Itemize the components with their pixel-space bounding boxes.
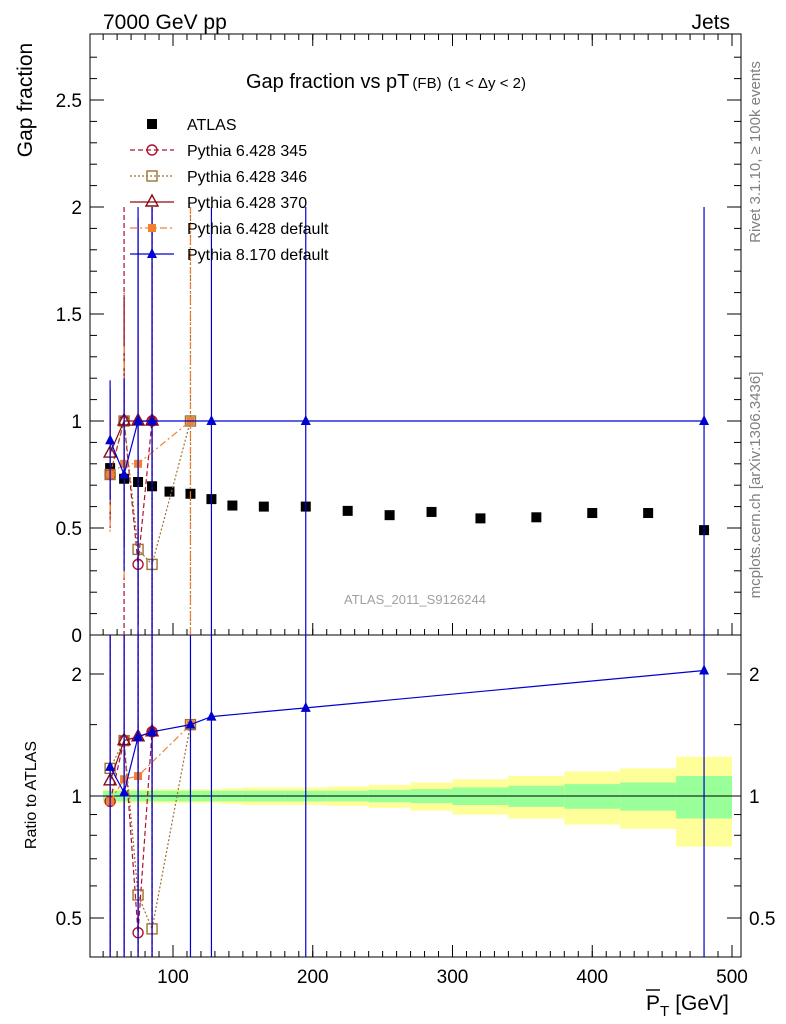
y-tick-label: 1 bbox=[71, 412, 82, 433]
point-p8def bbox=[119, 468, 130, 479]
point-atlas bbox=[426, 506, 437, 517]
legend-marker-p8def bbox=[147, 248, 157, 258]
axis-ticks: 100 200 300 400 500 0 0.5 1 1.5 2 2.5 0.5 0.5 1 1 2 2 bbox=[56, 34, 775, 988]
x-tick-label: 300 bbox=[437, 967, 469, 988]
ratio-tick-label-right: 1 bbox=[749, 787, 760, 808]
ratio-tick-label-left: 1 bbox=[71, 787, 82, 808]
series-line-p345 bbox=[109, 420, 153, 565]
ratio-point-p8def bbox=[206, 710, 217, 721]
x-tick-label: 200 bbox=[297, 967, 329, 988]
legend-entry-p345: Pythia 6.428 345 bbox=[130, 143, 307, 160]
series-line-p8def bbox=[109, 420, 705, 477]
point-atlas bbox=[258, 501, 269, 512]
ratio-series-p8def bbox=[105, 635, 710, 957]
rivet-version-text: Rivet 3.1.10, ≥ 100k events bbox=[747, 61, 764, 243]
xlabel-unit: [GeV] bbox=[675, 992, 729, 1015]
legend-label-p345: Pythia 6.428 345 bbox=[187, 143, 307, 160]
legend-label-p8def: Pythia 8.170 default bbox=[187, 247, 329, 264]
ratio-line-p8def bbox=[109, 669, 705, 795]
legend-entry-p6def: Pythia 6.428 default bbox=[130, 221, 329, 238]
point-p8def bbox=[133, 415, 144, 425]
point-atlas bbox=[227, 500, 238, 511]
ratio-data-layer bbox=[102, 635, 710, 957]
y-tick-label: 2.5 bbox=[56, 91, 82, 112]
xlabel-sub: T bbox=[660, 1003, 669, 1020]
point-p8def bbox=[105, 434, 116, 445]
y-tick-label: 2 bbox=[71, 198, 82, 219]
legend-marker-p370 bbox=[144, 193, 160, 207]
top-ylabel: Gap fraction bbox=[14, 43, 37, 157]
ratio-point-p8def bbox=[147, 725, 158, 736]
series-p8def bbox=[105, 207, 710, 635]
legend-entry-p370: Pythia 6.428 370 bbox=[130, 193, 307, 212]
ratio-tick-label-right: 2 bbox=[749, 665, 760, 686]
header-right: Jets bbox=[691, 11, 730, 34]
xlabel-p: P bbox=[646, 992, 660, 1015]
legend-marker-p6def bbox=[148, 224, 156, 232]
point-atlas bbox=[342, 505, 353, 516]
x-tick-label: 100 bbox=[157, 967, 189, 988]
y-tick-label: 0.5 bbox=[56, 519, 82, 540]
plot-title: Gap fraction vs pT (FB) (1 < Δy < 2) bbox=[246, 71, 526, 93]
point-p8def bbox=[206, 415, 217, 425]
series-line-p6def bbox=[109, 420, 191, 475]
uncertainty-bands bbox=[103, 756, 732, 847]
point-atlas bbox=[531, 512, 542, 523]
ratio-point-p8def bbox=[119, 786, 130, 797]
ratio-point-p8def bbox=[133, 730, 144, 741]
plot-title-sub: (FB) bbox=[412, 75, 441, 92]
mcplots-text: mcplots.cern.ch [arXiv:1306.3436] bbox=[747, 372, 764, 599]
legend-label-p370: Pythia 6.428 370 bbox=[187, 195, 307, 212]
header-left: 7000 GeV pp bbox=[103, 11, 227, 34]
legend-marker-p346 bbox=[146, 170, 158, 182]
series-atlas bbox=[105, 463, 710, 536]
ratio-point-p8def bbox=[185, 718, 196, 729]
xlabel: PT [GeV] bbox=[646, 992, 729, 1020]
plot-title-main: Gap fraction vs pT bbox=[246, 71, 409, 93]
legend-label-p346: Pythia 6.428 346 bbox=[187, 169, 307, 186]
ratio-tick-label-left: 0.5 bbox=[56, 909, 82, 930]
legend-entry-p8def: Pythia 8.170 default bbox=[130, 247, 329, 264]
x-tick-label: 400 bbox=[576, 967, 608, 988]
ratio-point-p8def bbox=[699, 664, 710, 675]
point-atlas bbox=[384, 510, 395, 521]
point-p8def bbox=[147, 415, 158, 425]
point-atlas bbox=[164, 486, 175, 497]
legend-marker-atlas bbox=[147, 119, 157, 129]
point-atlas bbox=[475, 513, 486, 524]
point-atlas bbox=[643, 508, 654, 519]
point-p8def bbox=[699, 415, 710, 425]
legend: ATLAS Pythia 6.428 345 Pythia 6.428 346 Pyt… bbox=[130, 117, 329, 264]
y-tick-label: 1.5 bbox=[56, 305, 82, 326]
point-p8def bbox=[300, 415, 311, 425]
legend-entry-atlas: ATLAS bbox=[147, 117, 237, 134]
x-tick-label: 500 bbox=[716, 967, 748, 988]
ratio-point-p8def bbox=[105, 760, 116, 771]
band-inner-bin bbox=[620, 782, 677, 811]
ratio-line-p6def bbox=[109, 724, 191, 802]
legend-marker-p345 bbox=[146, 144, 158, 156]
plot-title-range: (1 < Δy < 2) bbox=[448, 75, 526, 92]
legend-label-atlas: ATLAS bbox=[187, 117, 237, 134]
legend-label-p6def: Pythia 6.428 default bbox=[187, 221, 329, 238]
watermark: ATLAS_2011_S9126244 bbox=[344, 592, 486, 607]
main-data-layer bbox=[102, 207, 710, 635]
ratio-tick-label-right: 0.5 bbox=[749, 909, 775, 930]
legend-entry-p346: Pythia 6.428 346 bbox=[130, 169, 307, 186]
ratio-point-p8def bbox=[300, 701, 311, 712]
ratio-line-p346 bbox=[109, 724, 192, 931]
point-atlas bbox=[587, 508, 598, 519]
ratio-line-p345 bbox=[109, 731, 153, 933]
ratio-tick-label-left: 2 bbox=[71, 665, 82, 686]
ratio-ylabel: Ratio to ATLAS bbox=[23, 741, 40, 849]
y-tick-label: 0 bbox=[71, 626, 82, 647]
